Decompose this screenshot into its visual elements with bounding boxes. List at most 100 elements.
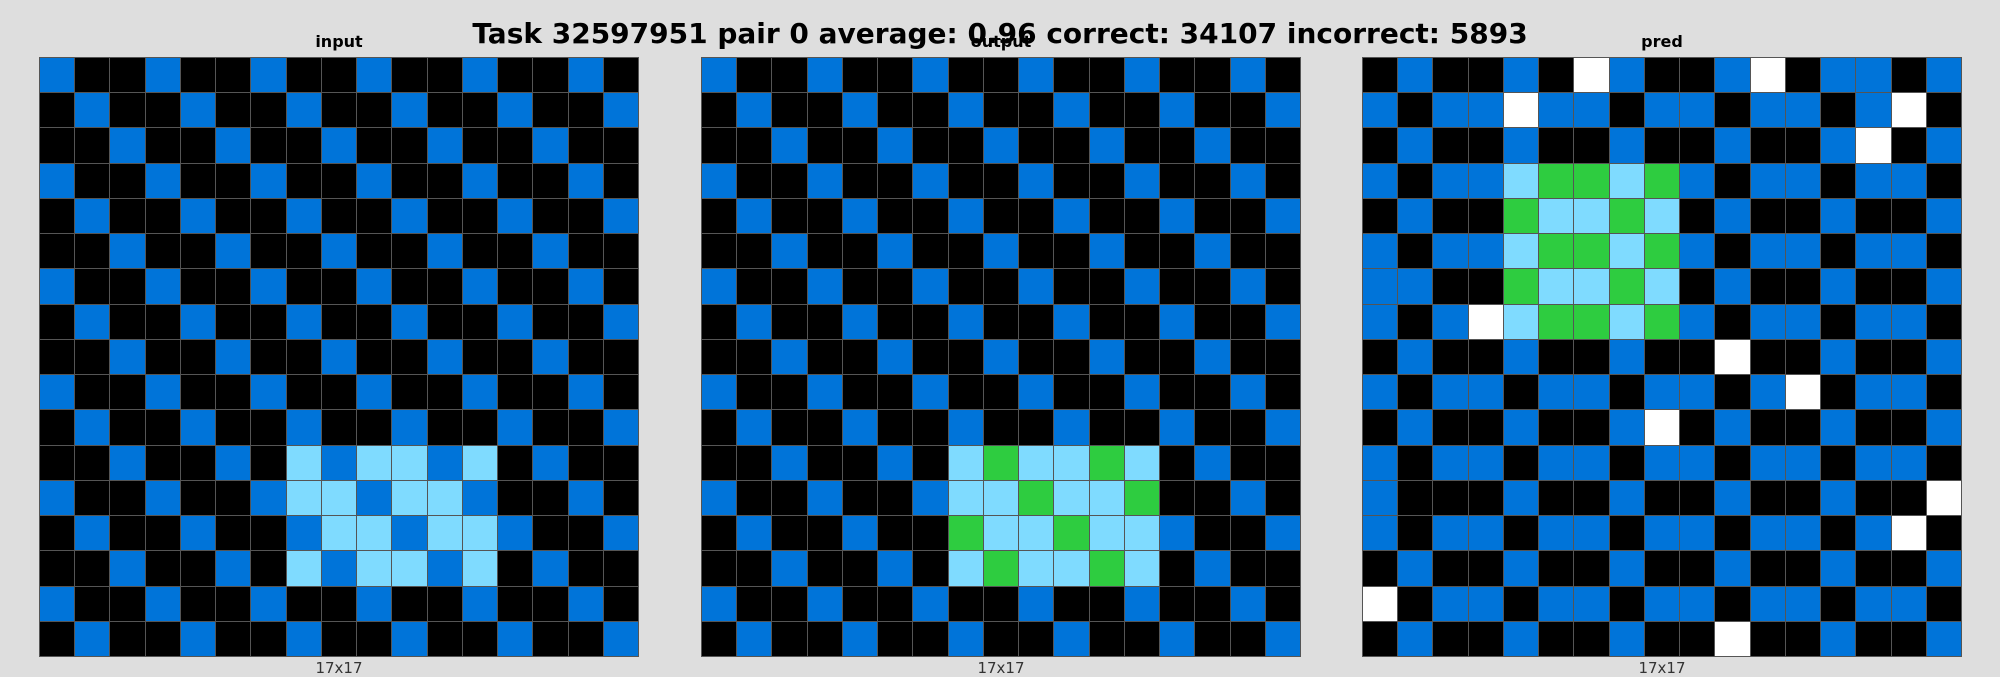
- grid-cell: [1265, 551, 1300, 586]
- grid-cell: [1503, 445, 1539, 480]
- grid-cell: [321, 234, 357, 269]
- grid-cell: [1019, 304, 1054, 339]
- grid-cell: [427, 621, 462, 656]
- grid-cell: [772, 375, 807, 410]
- grid-cell: [1821, 445, 1856, 480]
- grid-cell: [1891, 93, 1926, 128]
- grid-cell: [1715, 445, 1750, 480]
- grid-cell: [1926, 198, 1961, 234]
- grid-cell: [1019, 58, 1054, 93]
- grid-cell: [498, 234, 533, 269]
- grid-cell: [807, 551, 842, 586]
- grid-cell: [878, 445, 913, 480]
- grid-cell: [251, 410, 286, 445]
- grid-cell: [1856, 93, 1891, 128]
- grid-cell: [1089, 410, 1124, 445]
- grid-cell: [180, 304, 216, 339]
- grid-cell: [1503, 551, 1539, 586]
- grid-cell: [737, 621, 772, 656]
- grid-cell: [948, 516, 983, 551]
- grid-cell: [251, 128, 286, 163]
- grid-cell: [1680, 163, 1715, 198]
- grid-cell: [462, 234, 498, 269]
- grid-cell: [392, 234, 427, 269]
- grid-cell: [1363, 93, 1398, 128]
- grid-cell: [1363, 586, 1398, 621]
- grid-cell: [1856, 586, 1891, 621]
- grid-cell: [1856, 163, 1891, 198]
- grid-cell: [842, 445, 878, 480]
- grid-cell: [1750, 410, 1785, 445]
- grid-cell: [807, 269, 842, 304]
- grid-cell: [1856, 516, 1891, 551]
- grid-cell: [948, 410, 983, 445]
- grid-cell: [1089, 586, 1124, 621]
- grid-cell: [110, 339, 145, 375]
- grid-cell: [1926, 304, 1961, 339]
- grid-cell: [1433, 586, 1468, 621]
- grid-cell: [1089, 234, 1124, 269]
- grid-cell: [1574, 163, 1609, 198]
- grid-cell: [1468, 621, 1503, 656]
- grid-cell: [1715, 304, 1750, 339]
- grid-cell: [1089, 269, 1124, 304]
- grid-cell: [1433, 339, 1468, 375]
- grid-cell: [321, 621, 357, 656]
- grid-cell: [392, 58, 427, 93]
- grid-cell: [1574, 269, 1609, 304]
- grid-cell: [321, 375, 357, 410]
- grid-cell: [702, 339, 737, 375]
- grid-cell: [1089, 128, 1124, 163]
- grid-cell: [392, 198, 427, 234]
- grid-cell: [75, 93, 110, 128]
- grid-cell: [807, 58, 842, 93]
- grid-cell: [1433, 375, 1468, 410]
- grid-cell: [1468, 586, 1503, 621]
- grid-cell: [1750, 93, 1785, 128]
- grid-cell: [913, 58, 948, 93]
- grid-cell: [357, 128, 392, 163]
- grid-cell: [1539, 516, 1574, 551]
- grid-cell: [1433, 198, 1468, 234]
- grid-cell: [1265, 516, 1300, 551]
- grid-cell: [1230, 551, 1265, 586]
- grid-cell: [1856, 621, 1891, 656]
- grid-cell: [462, 551, 498, 586]
- grid-cell: [1230, 128, 1265, 163]
- grid-cell: [216, 516, 251, 551]
- grid-cell: [1195, 93, 1230, 128]
- grid-cell: [1054, 58, 1089, 93]
- grid-cell: [110, 198, 145, 234]
- input-grid: [39, 57, 639, 657]
- grid-cell: [321, 586, 357, 621]
- grid-cell: [1644, 234, 1680, 269]
- grid-cell: [842, 269, 878, 304]
- grid-cell: [1124, 163, 1160, 198]
- grid-cell: [1821, 339, 1856, 375]
- grid-cell: [110, 93, 145, 128]
- grid-cell: [1891, 551, 1926, 586]
- grid-cell: [842, 163, 878, 198]
- grid-cell: [498, 128, 533, 163]
- grid-cell: [1680, 58, 1715, 93]
- grid-cell: [1089, 516, 1124, 551]
- grid-cell: [1019, 516, 1054, 551]
- grid-cell: [357, 480, 392, 516]
- grid-cell: [357, 551, 392, 586]
- grid-cell: [1468, 516, 1503, 551]
- grid-cell: [1230, 269, 1265, 304]
- grid-cell: [807, 375, 842, 410]
- grid-cell: [1089, 480, 1124, 516]
- grid-cell: [216, 375, 251, 410]
- grid-cell: [498, 445, 533, 480]
- grid-cell: [1609, 93, 1644, 128]
- grid-cell: [1160, 234, 1195, 269]
- grid-cell: [1124, 128, 1160, 163]
- grid-cell: [568, 410, 603, 445]
- grid-cell: [737, 128, 772, 163]
- grid-cell: [983, 234, 1019, 269]
- grid-cell: [75, 198, 110, 234]
- grid-cell: [737, 93, 772, 128]
- grid-cell: [216, 445, 251, 480]
- grid-cell: [498, 480, 533, 516]
